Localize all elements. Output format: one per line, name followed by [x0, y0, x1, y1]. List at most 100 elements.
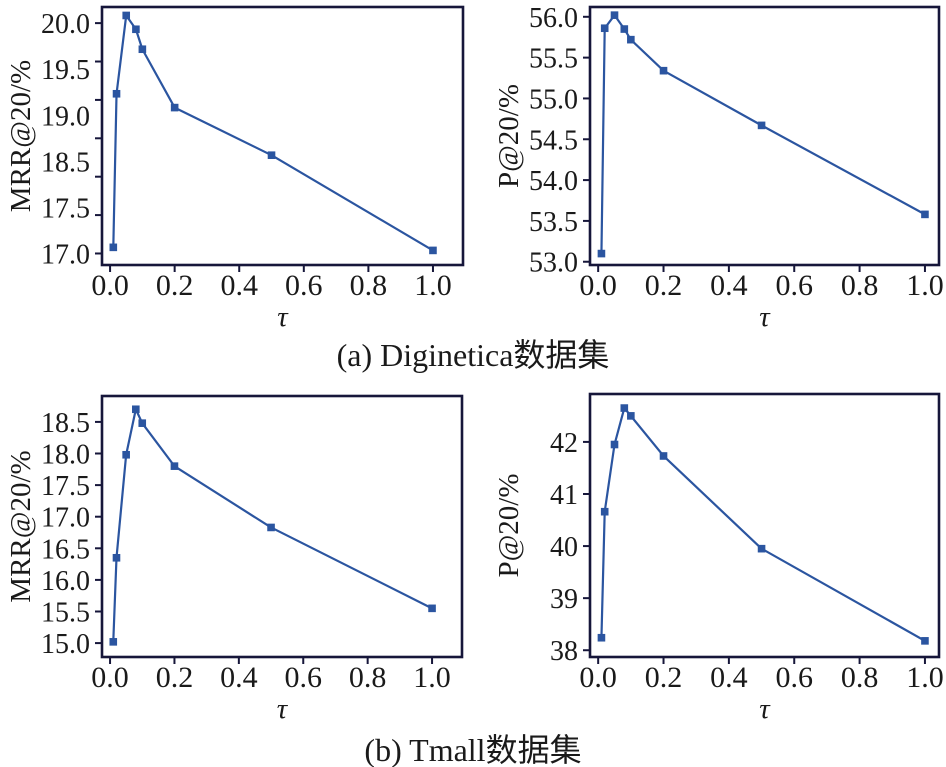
y-tick-label: 56.0 — [529, 3, 578, 34]
y-axis-label: MRR@20/% — [5, 60, 37, 212]
chart-svg-tmall-p: 0.0 0.2 0.4 0.6 0.8 1.0 42 41 40 39 38 τ P@20/% — [493, 392, 944, 725]
data-point-marker — [597, 633, 606, 642]
x-tick-label: 0.4 — [220, 661, 258, 694]
data-point-marker — [610, 440, 619, 449]
x-tick-label: 1.0 — [414, 269, 452, 302]
data-point-marker — [132, 25, 140, 34]
data-point-marker — [170, 462, 179, 470]
plot-frame — [588, 5, 941, 267]
y-tick-label: 19.5 — [41, 55, 90, 86]
data-point-marker — [659, 66, 668, 75]
x-tick-label: 0.8 — [350, 269, 388, 302]
x-axis-label: τ — [277, 693, 289, 725]
y-tick-label: 16.0 — [41, 566, 90, 597]
x-tick-label: 0.8 — [841, 269, 879, 302]
y-tick-label: 17.0 — [41, 503, 90, 534]
data-point-marker — [170, 103, 179, 112]
y-tick-label: 53.5 — [529, 207, 578, 238]
chart-svg-diginetica-mrr: 0.0 0.2 0.4 0.6 0.8 1.0 20.0 19.5 19.0 18.5 17.5 17… — [5, 5, 465, 330]
x-tick-label: 0.6 — [775, 661, 813, 694]
y-tick-label: 17.5 — [41, 471, 90, 502]
x-tick-label: 0.2 — [156, 661, 194, 694]
y-tick-label: 54.5 — [529, 125, 578, 156]
data-point-marker — [429, 246, 437, 255]
x-axis-label: τ — [759, 301, 771, 330]
data-point-marker — [921, 210, 929, 219]
data-point-marker — [112, 553, 121, 562]
x-tick-label: 0.4 — [710, 269, 748, 302]
y-tick-label: 18.5 — [41, 147, 90, 178]
data-point-marker — [138, 45, 147, 54]
data-point-marker — [600, 507, 609, 516]
data-point-marker — [428, 604, 436, 613]
y-tick-label: 17.0 — [41, 239, 90, 270]
x-tick-label: 1.0 — [906, 269, 944, 302]
x-tick-label: 0.6 — [285, 661, 323, 694]
chart-svg-diginetica-p: 0.0 0.2 0.4 0.6 0.8 1.0 56.0 55.5 55.0 54.5 54.0 53… — [493, 3, 944, 330]
chart-tmall-p: 0.0 0.2 0.4 0.6 0.8 1.0 42 41 40 39 38 τ P@20/% — [473, 380, 946, 725]
y-tick-label: 16.5 — [41, 534, 90, 565]
x-tick-label: 0.0 — [579, 661, 617, 694]
y-tick-label: 55.0 — [529, 84, 578, 115]
caption-diginetica: (a) Diginetica数据集 — [336, 337, 610, 373]
data-point-marker — [597, 249, 606, 258]
data-point-marker — [122, 11, 131, 20]
data-point-marker — [138, 419, 147, 427]
data-point-marker — [659, 452, 668, 460]
y-tick-label: 54.0 — [529, 166, 578, 197]
chart-tmall-mrr: 0.0 0.2 0.4 0.6 0.8 1.0 18.5 18.0 17.5 17.0 16.5 16… — [0, 380, 473, 725]
y-tick-label: 53.0 — [529, 248, 578, 279]
series-line — [600, 14, 926, 254]
x-tick-label: 0.0 — [91, 269, 129, 302]
y-tick-label: 18.5 — [41, 408, 90, 439]
x-tick-label: 0.8 — [349, 661, 387, 694]
x-tick-label: 1.0 — [906, 661, 944, 694]
x-tick-label: 1.0 — [413, 661, 451, 694]
series-line — [600, 406, 926, 642]
y-tick-label: 15.0 — [41, 629, 90, 660]
y-axis-label: MRR@20/% — [5, 450, 37, 602]
data-point-marker — [267, 151, 276, 159]
data-point-marker — [627, 412, 635, 420]
y-tick-label: 42 — [550, 428, 578, 459]
chart-svg-tmall-mrr: 0.0 0.2 0.4 0.6 0.8 1.0 18.518.017.517.016.516… — [5, 394, 464, 725]
plot-frame — [100, 5, 465, 267]
y-tick-label: 15.5 — [41, 597, 90, 628]
y-axis-label: P@20/% — [493, 473, 525, 577]
data-point-marker — [921, 637, 929, 645]
x-tick-label: 0.2 — [645, 269, 683, 302]
y-tick-label: 19.0 — [41, 101, 90, 132]
data-point-marker — [757, 544, 766, 553]
y-axis-label: P@20/% — [493, 84, 525, 188]
caption-tmall: (b) Tmall数据集 — [364, 732, 582, 767]
x-tick-label: 0.0 — [579, 269, 617, 302]
y-tick-label: 20.0 — [41, 9, 90, 40]
series-line — [112, 14, 434, 252]
data-point-marker — [112, 89, 121, 98]
data-point-marker — [600, 24, 609, 33]
data-point-marker — [620, 404, 629, 412]
data-point-marker — [267, 523, 275, 532]
data-point-marker — [610, 11, 619, 19]
chart-diginetica-mrr: 0.0 0.2 0.4 0.6 0.8 1.0 20.0 19.5 19.0 18.5 17.5 17… — [0, 0, 473, 330]
x-tick-label: 0.4 — [220, 269, 258, 302]
data-point-marker — [757, 121, 766, 130]
y-tick-label: 17.5 — [41, 193, 90, 224]
plot-frame — [588, 392, 941, 659]
x-axis-label: τ — [759, 693, 771, 725]
x-tick-label: 0.2 — [156, 269, 194, 302]
data-point-marker — [627, 35, 635, 44]
x-tick-label: 0.6 — [285, 269, 323, 302]
x-tick-label: 0.6 — [775, 269, 813, 302]
y-tick-label: 39 — [550, 584, 578, 615]
data-point-marker — [109, 243, 118, 252]
chart-diginetica-p: 0.0 0.2 0.4 0.6 0.8 1.0 56.0 55.5 55.0 54.5 54.0 53… — [473, 0, 946, 330]
x-tick-label: 0.4 — [710, 661, 748, 694]
series-line — [112, 408, 433, 642]
x-tick-label: 0.0 — [91, 661, 129, 694]
y-tick-label: 55.5 — [529, 44, 578, 75]
data-point-marker — [132, 405, 140, 414]
data-point-marker — [122, 450, 130, 459]
x-tick-label: 0.2 — [645, 661, 683, 694]
